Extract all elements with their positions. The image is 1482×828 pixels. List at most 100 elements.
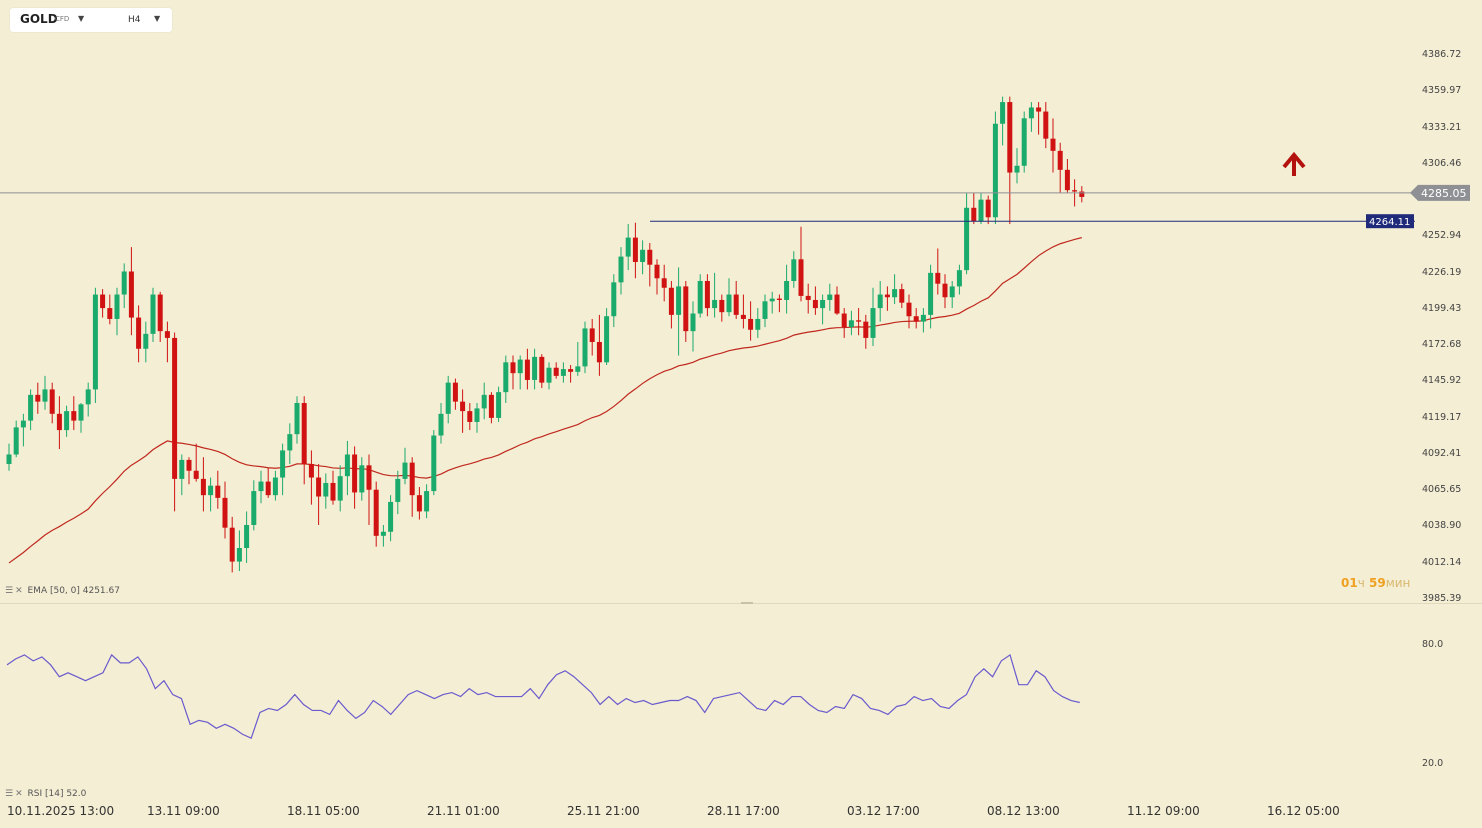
candle-body: [920, 314, 926, 322]
candle-body: [863, 321, 869, 338]
candle-body: [791, 259, 797, 281]
price-axis-label: 4038.90: [1422, 520, 1462, 532]
candle-body: [618, 256, 624, 283]
time-axis-label: 08.12 13:00: [987, 804, 1060, 818]
candle-body: [964, 207, 970, 271]
time-axis-label: 11.12 09:00: [1127, 804, 1200, 818]
candle-body: [395, 478, 401, 502]
time-axis-label: 03.12 17:00: [847, 804, 920, 818]
symbol-toolbar: GOLD CFD ▼ H4 ▼: [10, 8, 172, 32]
time-axis-label: 28.11 17:00: [707, 804, 780, 818]
timer-hours-unit: ч: [1357, 576, 1365, 590]
candle-body: [460, 401, 466, 412]
candle-body: [42, 389, 48, 402]
candle-body: [632, 237, 638, 263]
price-axis-label: 4226.19: [1422, 266, 1462, 278]
timer-hours: 01: [1341, 576, 1358, 590]
candle-body: [208, 485, 214, 496]
candle-body: [164, 331, 170, 338]
ema-legend: ☰ ✕ EMA [50, 0] 4251.67: [5, 586, 120, 596]
candle-body: [215, 485, 221, 498]
symbol-name[interactable]: GOLD: [20, 12, 58, 26]
price-axis-label: 3985.39: [1422, 593, 1462, 604]
candle-body: [388, 501, 394, 532]
candle-body: [928, 272, 934, 315]
candle-body: [510, 362, 516, 374]
candle-body: [1043, 111, 1049, 139]
up-arrow-icon[interactable]: [1282, 151, 1306, 176]
candle-countdown: 01ч 59мин: [1341, 576, 1410, 590]
candle-body: [676, 286, 682, 315]
candle-body: [568, 369, 574, 372]
symbol-dropdown-icon[interactable]: ▼: [78, 14, 85, 23]
candle-body: [726, 294, 732, 313]
close-icon[interactable]: ✕: [15, 789, 23, 799]
candle-body: [654, 264, 660, 279]
candle-body: [114, 294, 120, 319]
candle-body: [258, 481, 264, 492]
timeframe-dropdown-icon[interactable]: ▼: [154, 14, 161, 23]
candle-body: [416, 495, 422, 512]
candle-body: [150, 294, 156, 334]
candle-body: [229, 527, 235, 562]
pane-resize-handle[interactable]: [741, 602, 753, 604]
price-axis-label: 4012.14: [1422, 556, 1462, 568]
settings-icon[interactable]: ☰: [5, 586, 14, 596]
candle-body: [834, 294, 840, 314]
candle-body: [1079, 191, 1085, 197]
close-icon[interactable]: ✕: [15, 586, 23, 596]
candle-body: [337, 476, 343, 501]
ema-line: [8, 237, 1082, 564]
candle-body: [200, 478, 206, 496]
candle-body: [899, 289, 905, 303]
candle-body: [136, 317, 142, 349]
candle-body: [870, 308, 876, 338]
candle-body: [330, 482, 336, 501]
candle-body: [712, 299, 718, 309]
price-axis-label: 4252.94: [1422, 230, 1462, 242]
candle-body: [884, 294, 890, 298]
timeframe-selector[interactable]: H4: [128, 15, 141, 25]
candle-body: [301, 402, 307, 464]
candle-body: [978, 199, 984, 222]
candle-body: [121, 271, 127, 295]
candles-layer: [6, 96, 1085, 573]
candle-body: [28, 394, 34, 421]
candle-body: [193, 470, 199, 479]
rsi-legend: ☰ ✕ RSI [14] 52.0: [5, 789, 86, 799]
candle-body: [553, 367, 559, 376]
time-axis-label: 16.12 05:00: [1267, 804, 1340, 818]
candle-body: [661, 278, 667, 288]
candle-body: [294, 402, 300, 435]
level-price-value: 4264.11: [1369, 217, 1410, 228]
candle-body: [438, 413, 444, 436]
candle-body: [424, 491, 430, 512]
price-axis-label: 4172.68: [1422, 339, 1462, 351]
candle-body: [690, 313, 696, 332]
candle-body: [467, 411, 473, 422]
candle-body: [1028, 107, 1034, 119]
candle-body: [431, 435, 437, 492]
candle-body: [992, 123, 998, 218]
candle-body: [1000, 102, 1006, 124]
candle-body: [1064, 169, 1070, 191]
price-axis-label: 4065.65: [1422, 484, 1462, 496]
candle-body: [71, 411, 77, 421]
settings-icon[interactable]: ☰: [5, 789, 14, 799]
level-price-tag[interactable]: 4264.11: [1366, 214, 1414, 229]
candle-body: [488, 394, 494, 418]
candle-body: [6, 454, 12, 464]
candle-body: [625, 237, 631, 257]
candle-body: [956, 270, 962, 287]
ema-legend-text: EMA [50, 0] 4251.67: [27, 586, 120, 596]
candle-body: [668, 287, 674, 315]
candle-body: [697, 280, 703, 314]
candle-body: [143, 333, 149, 349]
candle-body: [100, 294, 106, 309]
candle-body: [85, 389, 91, 405]
candle-body: [589, 328, 595, 342]
candle-body: [1014, 165, 1020, 173]
candle-body: [244, 524, 250, 549]
candle-body: [323, 482, 329, 497]
